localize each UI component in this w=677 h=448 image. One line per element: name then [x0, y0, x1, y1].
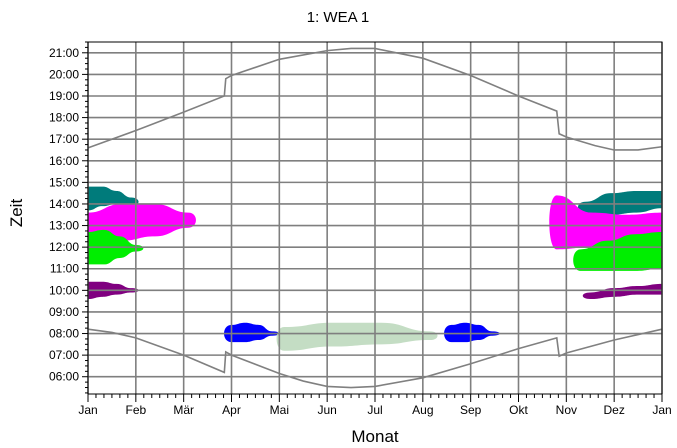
y-tick-label: 18:00 — [49, 111, 79, 125]
y-tick-label: 19:00 — [49, 89, 79, 103]
y-tick-label: 07:00 — [49, 348, 79, 362]
x-tick-label: Jan — [652, 403, 671, 417]
sunrise-line — [87, 328, 663, 389]
sun-curves — [87, 47, 663, 389]
x-tick-label: Mär — [173, 403, 194, 417]
sunset-line — [87, 47, 663, 151]
x-tick-label: Jun — [317, 403, 336, 417]
y-tick-label: 15:00 — [49, 175, 79, 189]
x-tick-label: Jan — [78, 403, 97, 417]
shadow-area — [577, 191, 662, 215]
y-tick-label: 14:00 — [49, 197, 79, 211]
y-tick-label: 13:00 — [49, 219, 79, 233]
shadow-area — [582, 283, 662, 299]
x-tick-label: Apr — [222, 403, 241, 417]
y-tick-label: 10:00 — [49, 283, 79, 297]
y-tick-label: 06:00 — [49, 370, 79, 384]
plot-frame — [87, 41, 663, 395]
shadow-area — [276, 322, 438, 351]
x-tick-label: Jul — [367, 403, 382, 417]
x-tick-label: Mai — [270, 403, 289, 417]
y-tick-label: 21:00 — [49, 46, 79, 60]
axis-ticks: Jan Feb Mär Apr Mai Jun Jul Aug Sep Okt Nov Dez Jan 0… — [49, 41, 672, 417]
grid — [87, 42, 663, 394]
x-tick-label: Aug — [412, 403, 433, 417]
shadow-area — [88, 203, 196, 241]
shadow-area — [573, 232, 662, 271]
x-tick-label: Sep — [460, 403, 482, 417]
shadow-area — [444, 322, 500, 343]
x-tick-label: Dez — [603, 403, 624, 417]
shadow-area — [224, 322, 280, 343]
y-tick-label: 12:00 — [49, 240, 79, 254]
y-tick-label: 17:00 — [49, 132, 79, 146]
x-axis-label: Monat — [351, 427, 399, 446]
x-tick-label: Nov — [556, 403, 577, 417]
chart-title: 1: WEA 1 — [307, 9, 370, 26]
y-tick-label: 11:00 — [50, 262, 79, 276]
y-tick-label: 09:00 — [49, 305, 79, 319]
y-tick-label: 08:00 — [49, 327, 79, 341]
shadow-areas — [88, 186, 662, 351]
x-tick-label: Okt — [509, 403, 528, 417]
x-tick-label: Feb — [125, 403, 146, 417]
y-tick-label: 20:00 — [49, 67, 79, 81]
y-tick-label: 16:00 — [49, 154, 79, 168]
y-axis-label: Zeit — [7, 199, 26, 228]
